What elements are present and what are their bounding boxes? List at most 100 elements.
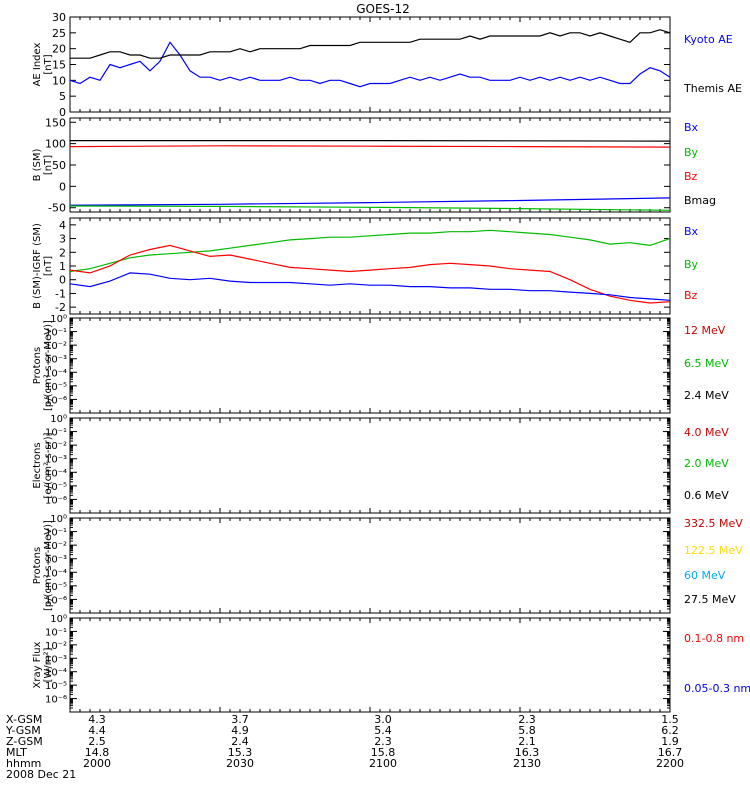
y-tick-label: 0 (59, 106, 66, 119)
y-tick-label: 10⁻³ (45, 455, 67, 466)
y-axis-title: [e/(cm²-s-sr)] (43, 432, 54, 498)
legend-entry: 332.5 MeV (684, 517, 743, 530)
y-axis-title: [nT] (43, 54, 54, 74)
y-tick-label: 10⁻¹ (45, 528, 67, 539)
x-axis-value: 15.3 (228, 746, 253, 759)
series-line-bx (69, 197, 671, 206)
y-tick-label: 10⁻¹ (45, 627, 67, 638)
y-tick-label: 10⁻³ (45, 654, 67, 665)
y-tick-label: 5 (59, 90, 66, 103)
legend-entry: 0.6 MeV (684, 489, 729, 502)
legend-entry: 27.5 MeV (684, 593, 736, 606)
x-axis-value: 4.4 (88, 724, 106, 737)
y-tick-label: 10⁻² (45, 441, 67, 452)
y-tick-label: 0 (59, 180, 66, 193)
x-axis-value: 16.7 (658, 746, 683, 759)
y-tick-label: 10⁻³ (45, 555, 67, 566)
plot-frame (69, 417, 671, 514)
y-tick-label: -2 (55, 301, 66, 314)
y-axis-title: [nT] (43, 155, 54, 175)
y-tick-label: 10⁻² (45, 341, 67, 352)
y-tick-label: 50 (52, 159, 66, 172)
legend-entry: 0.1-0.8 nm (684, 632, 744, 645)
series-line-bz (69, 244, 671, 304)
plot-frame (69, 117, 671, 213)
y-tick-label: 20 (52, 43, 66, 56)
y-axis-title: [nT] (43, 256, 54, 276)
y-tick-label: 150 (45, 116, 66, 129)
y-tick-label: 10⁻⁴ (45, 368, 67, 379)
series-line-bmag (70, 140, 671, 142)
date-label: 2008 Dec 21 (6, 768, 76, 781)
y-tick-label: 10⁰ (50, 314, 67, 325)
x-axis-value: 5.8 (518, 724, 536, 737)
x-axis-value: 1.9 (661, 735, 679, 748)
legend-entry: 2.4 MeV (684, 389, 729, 402)
y-tick-label: 2 (59, 246, 66, 259)
x-axis-row-label: Z-GSM (6, 735, 43, 748)
legend-entry: By (684, 258, 699, 271)
x-axis-value: 2.3 (518, 713, 536, 726)
y-tick-label: 10⁻⁶ (45, 595, 67, 606)
y-tick-label: 30 (52, 11, 66, 24)
y-tick-label: 10⁻² (45, 641, 67, 652)
plot-frame (69, 517, 671, 614)
x-axis-value: 2200 (656, 757, 684, 770)
x-axis-value: 4.3 (88, 713, 106, 726)
x-axis-value: 2.1 (518, 735, 536, 748)
x-axis-value: 2.3 (374, 735, 392, 748)
legend-entry: 6.5 MeV (684, 357, 729, 370)
legend-entry: Bx (684, 225, 699, 238)
x-axis-value: 2100 (369, 757, 397, 770)
plot-frame (69, 16, 671, 113)
y-tick-label: 10⁻⁴ (45, 468, 67, 479)
series-line-themis-ae (70, 29, 671, 59)
series-line-kyoto-ae (69, 41, 671, 88)
plot-frame (69, 317, 671, 414)
y-tick-label: 10⁻² (45, 541, 67, 552)
plot-frame (69, 217, 671, 315)
legend-entry: Bz (684, 289, 698, 302)
x-axis-value: 3.7 (231, 713, 249, 726)
x-axis-value: 2.5 (88, 735, 106, 748)
series-line-bx (69, 272, 671, 301)
y-tick-label: 0 (59, 274, 66, 287)
legend-entry: 4.0 MeV (684, 426, 729, 439)
panel-bsm: -50 0 50 100 150 B (SM) [nT] Bx By Bz Bmag (32, 116, 716, 214)
panel-ae: 0 5 10 15 20 25 30 AE Index [nT] Kyoto AE Themis A… (32, 11, 742, 119)
legend-entry: Themis AE (683, 82, 742, 95)
y-axis-title: [p/(cm²-s-sr-MeV)] (43, 320, 54, 411)
y-tick-label: 1 (59, 260, 66, 273)
y-tick-label: 10⁻⁵ (45, 482, 67, 493)
y-axis-title: Protons (32, 347, 43, 384)
y-tick-label: 10⁻⁵ (45, 681, 67, 692)
y-tick-label: 10⁻⁵ (45, 582, 67, 593)
y-tick-label: 25 (52, 27, 66, 40)
y-tick-label: 10⁰ (50, 414, 67, 425)
y-tick-label: -1 (55, 287, 66, 300)
x-axis-value: 2000 (83, 757, 111, 770)
x-axis-value: 15.8 (371, 746, 396, 759)
legend-entry: Bz (684, 170, 698, 183)
legend-entry: By (684, 146, 699, 159)
y-tick-label: 10⁻⁴ (45, 668, 67, 679)
y-tick-label: 100 (45, 138, 66, 151)
x-axis-row-label: X-GSM (6, 713, 42, 726)
legend-entry: 12 MeV (684, 324, 726, 337)
y-tick-label: 10⁻⁶ (45, 495, 67, 506)
y-axis-title: Protons (32, 547, 43, 584)
y-tick-label: 10⁻³ (45, 355, 67, 366)
y-tick-label: 10⁻⁴ (45, 568, 67, 579)
series-line-by (69, 205, 671, 211)
plot-frame (69, 617, 671, 713)
x-axis-value: 3.0 (374, 713, 392, 726)
legend-entry: Bx (684, 121, 699, 134)
y-tick-label: 10⁻⁵ (45, 382, 67, 393)
